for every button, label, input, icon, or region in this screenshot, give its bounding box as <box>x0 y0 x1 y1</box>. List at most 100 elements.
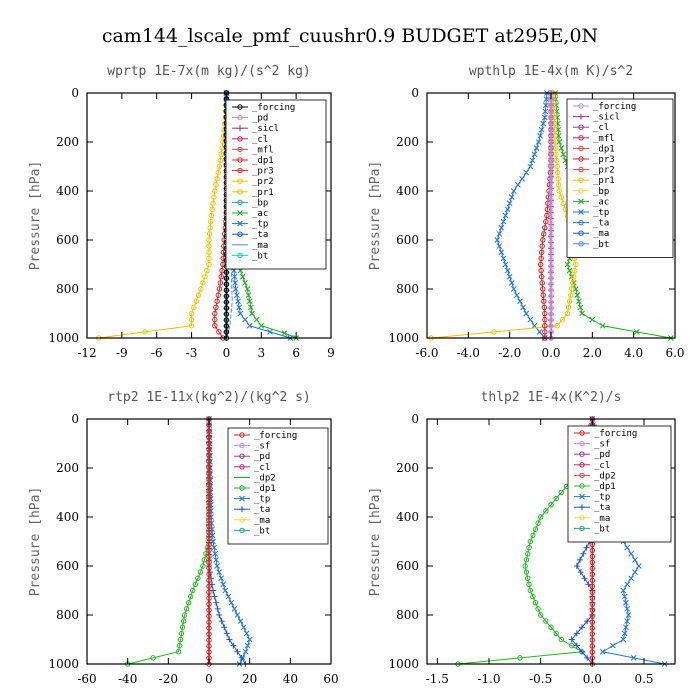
data-point <box>527 163 534 170</box>
data-point <box>239 506 245 513</box>
data-point <box>237 189 243 195</box>
data-point <box>239 527 245 534</box>
data-point <box>223 630 230 637</box>
data-point <box>237 618 244 624</box>
data-point <box>209 206 215 213</box>
data-point <box>179 624 186 630</box>
data-point <box>522 563 528 569</box>
data-point <box>523 169 530 176</box>
data-point <box>538 255 544 262</box>
data-point <box>564 261 571 268</box>
data-point <box>206 553 212 560</box>
data-point <box>237 114 243 121</box>
data-point <box>538 126 545 133</box>
data-point <box>574 292 581 298</box>
data-point <box>537 261 544 268</box>
data-point <box>220 581 227 588</box>
series-forcing <box>206 416 212 667</box>
data-point <box>566 298 573 304</box>
data-point <box>188 310 195 317</box>
data-point <box>531 151 538 158</box>
data-point <box>542 316 548 323</box>
data-point <box>212 316 218 323</box>
data-point <box>541 304 547 311</box>
data-point <box>632 557 638 563</box>
data-point <box>150 655 156 661</box>
data-point <box>556 188 562 194</box>
data-point <box>578 135 584 141</box>
data-point <box>635 563 642 569</box>
data-point <box>540 237 546 243</box>
data-point <box>208 218 214 225</box>
data-point <box>589 577 596 584</box>
data-point <box>577 556 584 563</box>
data-point <box>578 166 584 173</box>
data-point <box>527 587 534 594</box>
data-point <box>206 523 212 530</box>
data-point <box>541 114 548 121</box>
data-point <box>589 607 596 613</box>
data-point <box>206 428 212 434</box>
data-point <box>206 458 212 464</box>
data-point <box>239 517 245 523</box>
legend-label: _cl <box>252 135 268 145</box>
data-point <box>551 127 558 133</box>
legend-label: _pr3 <box>593 155 615 165</box>
data-point <box>527 538 534 545</box>
data-point <box>193 298 199 304</box>
data-point <box>195 292 202 298</box>
data-point <box>206 547 212 554</box>
data-point <box>548 317 554 323</box>
data-point <box>542 102 549 109</box>
data-point <box>223 281 230 287</box>
y-tick-label: 400 <box>56 184 79 198</box>
data-point <box>206 649 212 655</box>
data-point <box>188 316 195 323</box>
data-point <box>237 136 243 142</box>
data-point <box>555 133 562 139</box>
data-point <box>554 163 560 170</box>
data-point <box>599 322 606 329</box>
data-point <box>548 245 554 252</box>
legend-label: _forcing <box>593 102 636 112</box>
data-point <box>185 600 192 606</box>
legend-label: _tp <box>254 495 270 505</box>
data-point <box>190 587 196 594</box>
data-point <box>548 287 554 293</box>
data-point <box>237 199 243 206</box>
data-point <box>491 329 497 335</box>
series-pr1 <box>428 90 579 341</box>
data-point <box>234 292 240 298</box>
data-point <box>206 255 212 262</box>
data-point <box>210 200 216 206</box>
series-line <box>127 419 210 665</box>
data-point <box>226 636 233 643</box>
data-point <box>560 200 567 206</box>
data-point <box>573 642 580 649</box>
data-point <box>197 569 204 575</box>
data-point <box>242 280 248 286</box>
x-tick-label: -4.0 <box>457 346 480 360</box>
data-point <box>548 293 554 299</box>
data-point <box>200 563 206 569</box>
data-point <box>558 636 565 643</box>
data-point <box>624 544 631 551</box>
y-tick-label: 1000 <box>48 657 79 671</box>
data-point <box>571 274 577 280</box>
data-point <box>584 618 591 625</box>
data-point <box>188 323 195 329</box>
legend-label: _dp1 <box>254 484 276 494</box>
data-point <box>213 557 219 563</box>
data-point <box>579 525 585 532</box>
data-point <box>548 624 554 630</box>
data-point <box>212 323 218 329</box>
data-point <box>628 575 634 582</box>
y-tick-label: 400 <box>396 510 419 524</box>
data-point <box>514 292 520 298</box>
data-point <box>206 571 212 578</box>
data-point <box>237 252 243 259</box>
data-point <box>504 206 511 213</box>
data-point <box>548 269 554 275</box>
legend-label: _tp <box>252 220 268 230</box>
